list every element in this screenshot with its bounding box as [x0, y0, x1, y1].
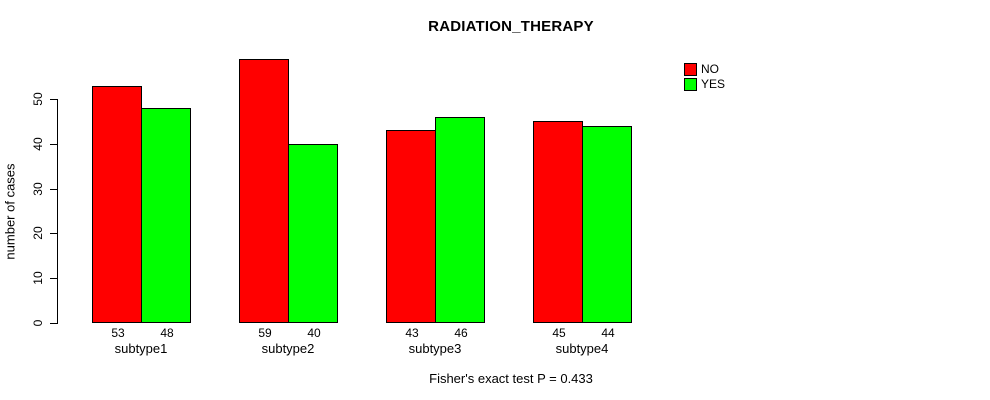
bar-value-label: 53	[111, 326, 125, 340]
x-category-label: subtype2	[261, 341, 315, 356]
bar-yes-subtype3	[435, 117, 485, 323]
bar-no-subtype3	[386, 130, 436, 323]
legend: NO YES	[684, 62, 725, 92]
x-category-label: subtype4	[555, 341, 609, 356]
legend-swatch-yes	[684, 77, 697, 91]
legend-label: YES	[701, 77, 726, 91]
bar-value-label: 43	[405, 326, 419, 340]
y-axis-label: number of cases	[2, 163, 18, 260]
bar-no-subtype4	[533, 121, 583, 323]
x-category-label: subtype3	[408, 341, 462, 356]
legend-label: NO	[701, 62, 719, 76]
chart-title: RADIATION_THERAPY	[428, 18, 594, 35]
y-tick-label: 30	[31, 182, 45, 196]
y-axis-tick	[50, 99, 57, 100]
bar-yes-subtype4	[582, 126, 632, 323]
stats-annotation: Fisher's exact test P = 0.433	[429, 371, 593, 386]
y-tick-label: 10	[31, 271, 45, 285]
bar-value-label: 59	[258, 326, 272, 340]
y-axis-tick	[50, 189, 57, 190]
bar-no-subtype2	[239, 59, 289, 323]
bar-value-label: 45	[552, 326, 566, 340]
y-axis-tick	[50, 144, 57, 145]
bar-value-label: 44	[601, 326, 615, 340]
legend-swatch-no	[684, 62, 697, 76]
bar-value-label: 48	[160, 326, 174, 340]
y-tick-label: 40	[31, 137, 45, 151]
y-tick-label: 0	[31, 319, 45, 327]
bar-value-label: 40	[307, 326, 321, 340]
bar-no-subtype1	[92, 86, 142, 323]
y-axis-tick	[50, 323, 57, 324]
y-axis-line	[57, 99, 58, 324]
legend-item: YES	[684, 77, 725, 91]
bar-yes-subtype2	[288, 144, 338, 323]
legend-item: NO	[684, 62, 725, 76]
y-axis-tick	[50, 233, 57, 234]
bar-value-label: 46	[454, 326, 468, 340]
y-axis-tick	[50, 278, 57, 279]
y-tick-label: 20	[31, 226, 45, 240]
x-category-label: subtype1	[114, 341, 168, 356]
y-tick-label: 50	[31, 92, 45, 106]
bar-yes-subtype1	[141, 108, 191, 323]
